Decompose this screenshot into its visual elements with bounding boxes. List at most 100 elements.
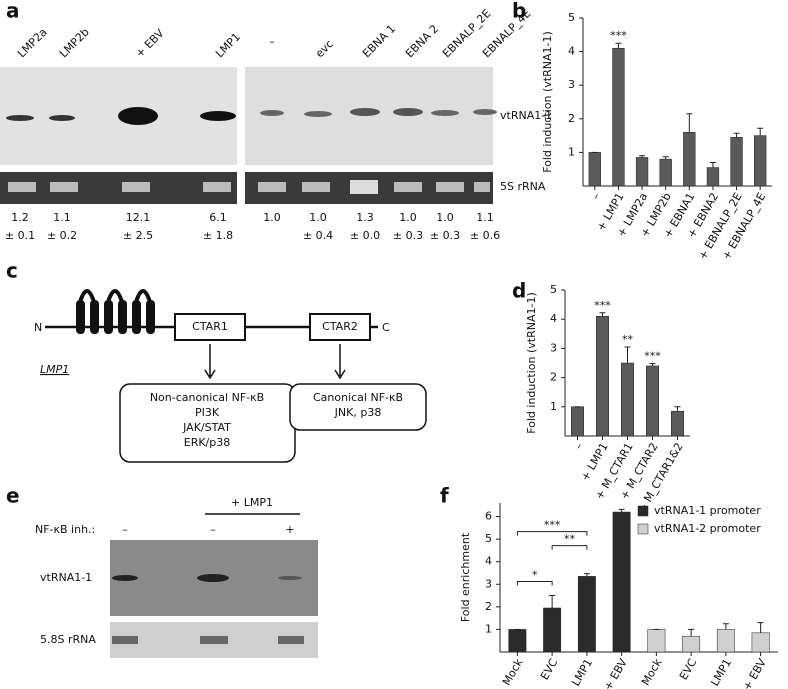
band-label: vtRNA1-1 <box>500 109 552 122</box>
significance: ** <box>622 333 634 346</box>
x-tick-label: EVC <box>677 656 699 682</box>
legend-label: vtRNA1-1 promoter <box>654 504 761 517</box>
pathway: PI3K <box>195 406 220 419</box>
quant-value: 1.1 <box>476 211 494 224</box>
bracket-label: *** <box>544 519 561 532</box>
quant-error: ± 0.6 <box>470 229 500 242</box>
bar <box>612 47 625 187</box>
lane-label: evc <box>313 37 336 60</box>
quant-error: ± 0.3 <box>393 229 423 242</box>
error-bar <box>618 508 625 513</box>
pathway: JNK, p38 <box>334 406 382 419</box>
error-bar <box>722 623 729 630</box>
x-tick-label: + EBV <box>740 656 769 689</box>
y-tick-label: 2 <box>485 600 492 613</box>
quant-value: 1.2 <box>11 211 29 224</box>
bracket <box>516 531 588 536</box>
bands <box>112 574 304 644</box>
error-bar <box>624 346 631 363</box>
lane-label: – <box>269 35 275 48</box>
y-axis-label: Fold induction (vtRNA1-1) <box>525 292 538 434</box>
significance: *** <box>610 29 627 42</box>
x-tick-label: + LMP1 <box>702 657 734 689</box>
quant-error: ± 0.3 <box>430 229 460 242</box>
y-tick-label: 1 <box>485 622 492 635</box>
bar <box>659 158 672 187</box>
quant-value: 1.1 <box>53 211 71 224</box>
quant-value: 1.0 <box>309 211 327 224</box>
bar <box>577 576 596 653</box>
error-bar <box>639 155 646 158</box>
domain-box <box>309 313 371 341</box>
x-tick-label: Mock <box>500 656 526 688</box>
bar <box>571 406 584 437</box>
domain: CTAR2 <box>322 320 358 333</box>
bar <box>754 135 767 187</box>
y-tick-label: 5 <box>550 283 557 296</box>
quant-error: ± 0.0 <box>350 229 380 242</box>
panel-label: d <box>512 279 526 303</box>
y-tick-label: 4 <box>550 312 557 325</box>
quant-value: 12.1 <box>126 211 151 224</box>
significance: *** <box>594 299 611 312</box>
protein-name: LMP1 <box>40 363 69 376</box>
bar <box>635 157 649 187</box>
y-axis-label: Fold enrichment <box>459 532 472 622</box>
quant-value: 1.3 <box>356 211 374 224</box>
lane-label: LMP1 <box>213 30 243 60</box>
y-tick-label: 2 <box>568 112 575 125</box>
panel-label: f <box>440 484 449 508</box>
error-bar <box>709 161 716 168</box>
error-bar <box>688 628 695 637</box>
lane-label: EBNA 1 <box>360 22 398 60</box>
domain-box <box>174 313 246 341</box>
lane-label: LMP2b <box>57 25 92 60</box>
y-tick-label: 5 <box>485 532 492 545</box>
error-bar <box>615 42 622 49</box>
panel-label: e <box>6 484 20 508</box>
pathway: JAK/STAT <box>182 421 231 434</box>
y-tick-label: 3 <box>550 341 557 354</box>
x-tick-label: – <box>572 441 586 452</box>
bar <box>751 632 770 653</box>
bands <box>6 107 497 125</box>
error-bar <box>733 132 740 138</box>
y-tick-label: 6 <box>485 510 492 523</box>
quant-value: 1.0 <box>263 211 281 224</box>
quant-value: 6.1 <box>209 211 227 224</box>
bar <box>671 410 684 437</box>
y-tick-label: 1 <box>550 400 557 413</box>
blot <box>0 172 237 204</box>
bar <box>716 629 735 653</box>
y-axis-label: Fold induction (vtRNA1-1) <box>541 31 554 173</box>
bar <box>647 629 666 653</box>
band-label: 5.8S rRNA <box>40 633 96 646</box>
significance: *** <box>644 350 661 363</box>
pathway-box <box>289 383 427 431</box>
bar <box>730 137 743 187</box>
bar <box>683 131 696 187</box>
panel-label: c <box>6 259 18 283</box>
group-label: + LMP1 <box>231 496 273 509</box>
band-label: vtRNA1-1 <box>40 571 92 584</box>
quant-error: ± 2.5 <box>123 229 153 242</box>
bar <box>543 607 562 653</box>
transmembrane <box>76 289 155 334</box>
lane-label: LMP2a <box>15 26 50 61</box>
x-tick-label: – <box>589 191 603 202</box>
x-tick-label: + EBV <box>601 656 630 689</box>
domain: CTAR1 <box>192 320 228 333</box>
error-bar <box>649 363 656 366</box>
band-label: 5S rRNA <box>500 180 546 193</box>
pathway: Canonical NF-κB <box>313 391 403 404</box>
rrna-bands <box>8 180 490 194</box>
bar <box>596 316 609 437</box>
y-tick-label: 4 <box>568 45 575 58</box>
quant-error: ± 1.8 <box>203 229 233 242</box>
error-bar <box>662 156 669 160</box>
legend-swatch <box>637 505 649 517</box>
pathway: ERK/p38 <box>184 436 231 449</box>
legend-label: vtRNA1-2 promoter <box>654 522 761 535</box>
bracket-label: ** <box>564 533 576 546</box>
